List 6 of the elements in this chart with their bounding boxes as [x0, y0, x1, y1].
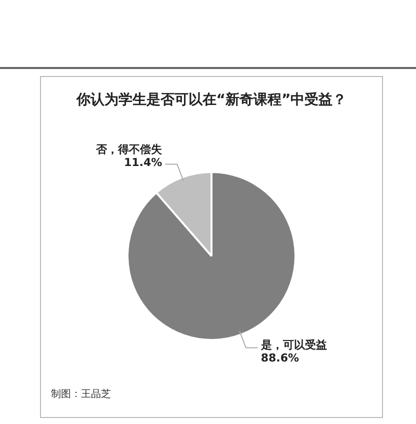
slice-label: 是，可以受益: [260, 338, 327, 352]
chart-title: 你认为学生是否可以在“新奇课程”中受益？: [75, 91, 348, 109]
data-label: 11.4%: [124, 156, 162, 170]
text: 制图：王品芝: [51, 388, 111, 401]
slice-label: 否，得不偿失: [95, 143, 164, 156]
data-label: 88.6%: [260, 352, 300, 365]
